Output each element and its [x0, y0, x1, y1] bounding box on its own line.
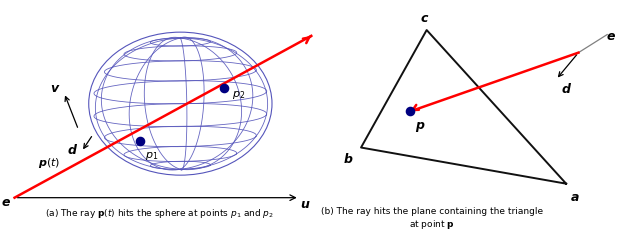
Point — [405, 109, 415, 113]
Text: $\boldsymbol{d}$: $\boldsymbol{d}$ — [561, 82, 572, 96]
Text: $\boldsymbol{e}$: $\boldsymbol{e}$ — [1, 196, 11, 209]
Text: (b) The ray hits the plane containing the triangle
at point $\mathbf{p}$: (b) The ray hits the plane containing th… — [321, 207, 543, 231]
Text: $\boldsymbol{d}$: $\boldsymbol{d}$ — [67, 143, 78, 156]
Text: (a) The ray $\mathbf{p}(t)$ hits the sphere at points $p_1$ and $p_2$: (a) The ray $\mathbf{p}(t)$ hits the sph… — [45, 207, 275, 220]
Text: $\boldsymbol{a}$: $\boldsymbol{a}$ — [570, 191, 579, 204]
Text: $\boldsymbol{v}$: $\boldsymbol{v}$ — [50, 82, 61, 95]
Point — [134, 139, 145, 143]
Text: $\boldsymbol{u}$: $\boldsymbol{u}$ — [300, 198, 310, 211]
Text: $\boldsymbol{p}(t)$: $\boldsymbol{p}(t)$ — [38, 156, 61, 170]
Text: $\boldsymbol{b}$: $\boldsymbol{b}$ — [344, 152, 354, 166]
Text: $\boldsymbol{e}$: $\boldsymbol{e}$ — [606, 30, 616, 43]
Text: $p_2$: $p_2$ — [232, 89, 245, 101]
Text: $p_1$: $p_1$ — [145, 150, 158, 162]
Text: $\boldsymbol{p}$: $\boldsymbol{p}$ — [415, 120, 426, 134]
Text: $\boldsymbol{c}$: $\boldsymbol{c}$ — [420, 12, 429, 25]
Point — [219, 86, 229, 90]
